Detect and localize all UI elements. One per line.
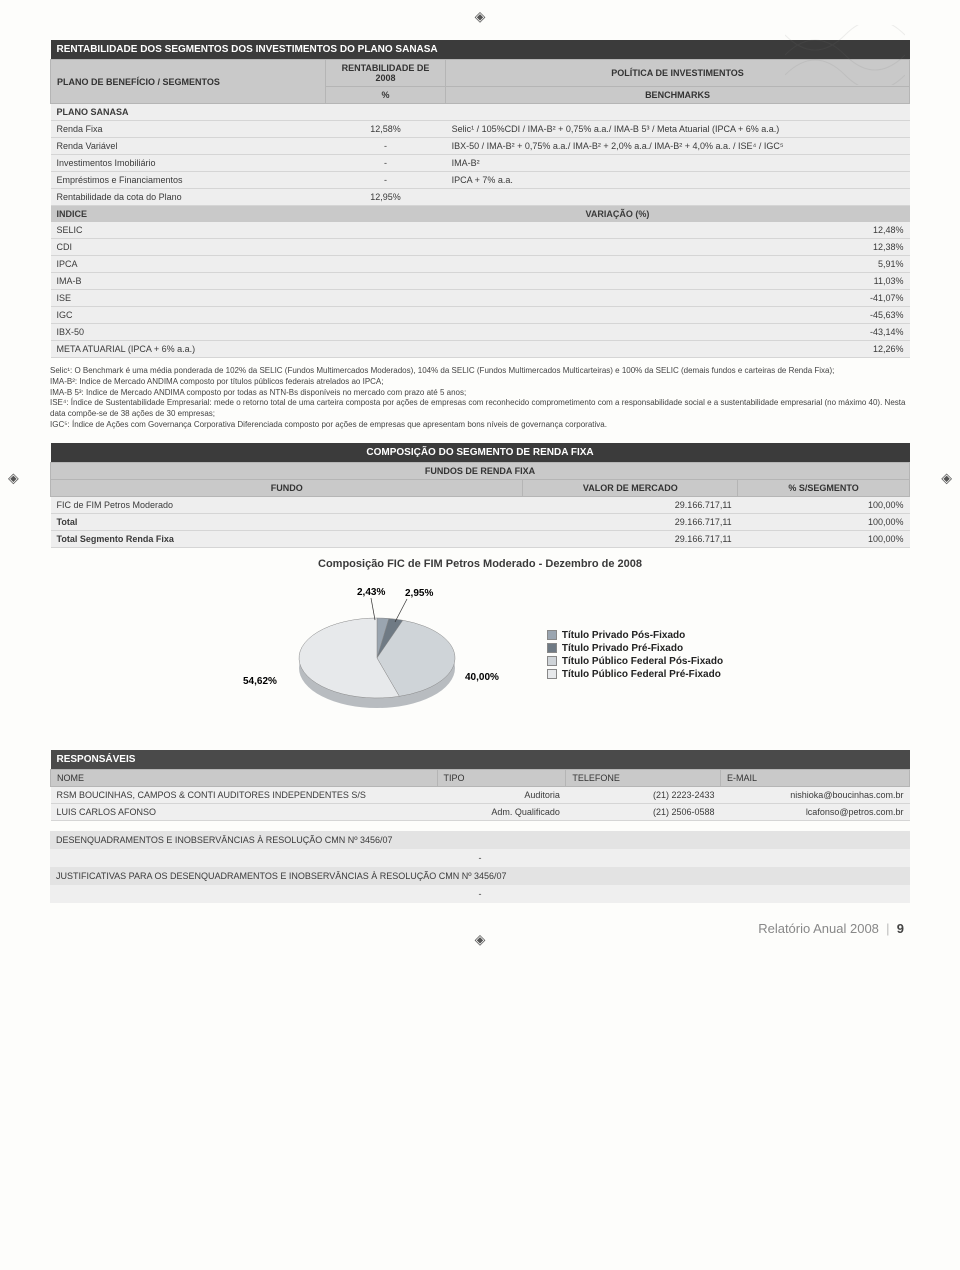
col-email: E-MAIL <box>721 769 910 786</box>
pct-label: 54,62% <box>243 676 277 687</box>
justificativas-bar: JUSTIFICATIVAS PARA OS DESENQUADRAMENTOS… <box>50 867 910 885</box>
printer-mark-icon: ◈ <box>941 469 952 486</box>
decorative-lines <box>785 25 905 85</box>
col-seg: % S/SEGMENTO <box>738 479 910 496</box>
legend-item: Título Privado Pré-Fixado <box>547 643 723 654</box>
pie-svg: 2,43% 2,95% 40,00% 54,62% <box>237 580 517 730</box>
chart-legend: Título Privado Pós-Fixado Título Privado… <box>547 628 723 682</box>
indice-label: INDICE <box>51 206 326 223</box>
variacao-label: VARIAÇÃO (%) <box>325 206 909 223</box>
table1-col-bench: BENCHMARKS <box>446 87 910 104</box>
table2-title: COMPOSIÇÃO DO SEGMENTO DE RENDA FIXA <box>51 443 910 463</box>
table2-subtitle: FUNDOS DE RENDA FIXA <box>51 462 910 479</box>
page-number: 9 <box>897 921 904 936</box>
composicao-table: COMPOSIÇÃO DO SEGMENTO DE RENDA FIXA FUN… <box>50 443 910 548</box>
desenquadramentos-bar: DESENQUADRAMENTOS E INOBSERVÂNCIAS À RES… <box>50 831 910 849</box>
col-nome: NOME <box>51 769 438 786</box>
pct-label: 2,95% <box>405 588 433 599</box>
table-row: Total Segmento Renda Fixa29.166.717,1110… <box>51 530 910 547</box>
legend-item: Título Público Federal Pós-Fixado <box>547 656 723 667</box>
rentabilidade-table: RENTABILIDADE DOS SEGMENTOS DOS INVESTIM… <box>50 40 910 358</box>
footnotes: Selic¹: O Benchmark é uma média ponderad… <box>50 366 910 431</box>
table-row: SELIC12,48% <box>51 222 910 239</box>
dash-value: - <box>50 885 910 903</box>
table-row: IMA-B11,03% <box>51 273 910 290</box>
legend-item: Título Público Federal Pré-Fixado <box>547 669 723 680</box>
table1-col-rent: RENTABILIDADE DE 2008 <box>325 60 445 87</box>
table-row: Rentabilidade da cota do Plano12,95% <box>51 189 910 206</box>
col-fundo: FUNDO <box>51 479 523 496</box>
footer-title: Relatório Anual 2008 <box>758 921 879 936</box>
table-row: IGC-45,63% <box>51 307 910 324</box>
table-row: RSM BOUCINHAS, CAMPOS & CONTI AUDITORES … <box>51 786 910 803</box>
dash-value: - <box>50 849 910 867</box>
table-row: FIC de FIM Petros Moderado29.166.717,111… <box>51 496 910 513</box>
table-row: IPCA5,91% <box>51 256 910 273</box>
pie-chart: 2,43% 2,95% 40,00% 54,62% Título Privado… <box>50 580 910 730</box>
table-row: Empréstimos e Financiamentos-IPCA + 7% a… <box>51 172 910 189</box>
col-valor: VALOR DE MERCADO <box>523 479 738 496</box>
table1-col-segmentos: PLANO DE BENEFÍCIO / SEGMENTOS <box>51 60 326 104</box>
responsaveis-title: RESPONSÁVEIS <box>51 750 910 770</box>
table-row: Renda Fixa12,58%Selic¹ / 105%CDI / IMA-B… <box>51 121 910 138</box>
table-row: ISE-41,07% <box>51 290 910 307</box>
printer-mark-icon: ◈ <box>8 469 19 486</box>
table1-col-pct: % <box>325 87 445 104</box>
table1-title: RENTABILIDADE DOS SEGMENTOS DOS INVESTIM… <box>51 40 910 60</box>
responsaveis-table: RESPONSÁVEIS NOME TIPO TELEFONE E-MAIL R… <box>50 750 910 821</box>
printer-mark-icon: ◈ <box>475 931 486 948</box>
pct-label: 2,43% <box>357 587 385 598</box>
chart-title: Composição FIC de FIM Petros Moderado - … <box>50 558 910 570</box>
table-row: IBX-50-43,14% <box>51 324 910 341</box>
pct-label: 40,00% <box>465 672 499 683</box>
col-tipo: TIPO <box>437 769 566 786</box>
table-row: LUIS CARLOS AFONSO Adm. Qualificado (21)… <box>51 803 910 820</box>
table-row: META ATUARIAL (IPCA + 6% a.a.)12,26% <box>51 341 910 358</box>
table-row: Renda Variável-IBX-50 / IMA-B² + 0,75% a… <box>51 138 910 155</box>
legend-item: Título Privado Pós-Fixado <box>547 630 723 641</box>
table-row: Investimentos Imobiliário-IMA-B² <box>51 155 910 172</box>
plano-sanasa-label: PLANO SANASA <box>51 104 910 121</box>
table-row: CDI12,38% <box>51 239 910 256</box>
table-row: Total29.166.717,11100,00% <box>51 513 910 530</box>
col-tel: TELEFONE <box>566 769 721 786</box>
printer-mark-icon: ◈ <box>475 8 486 25</box>
